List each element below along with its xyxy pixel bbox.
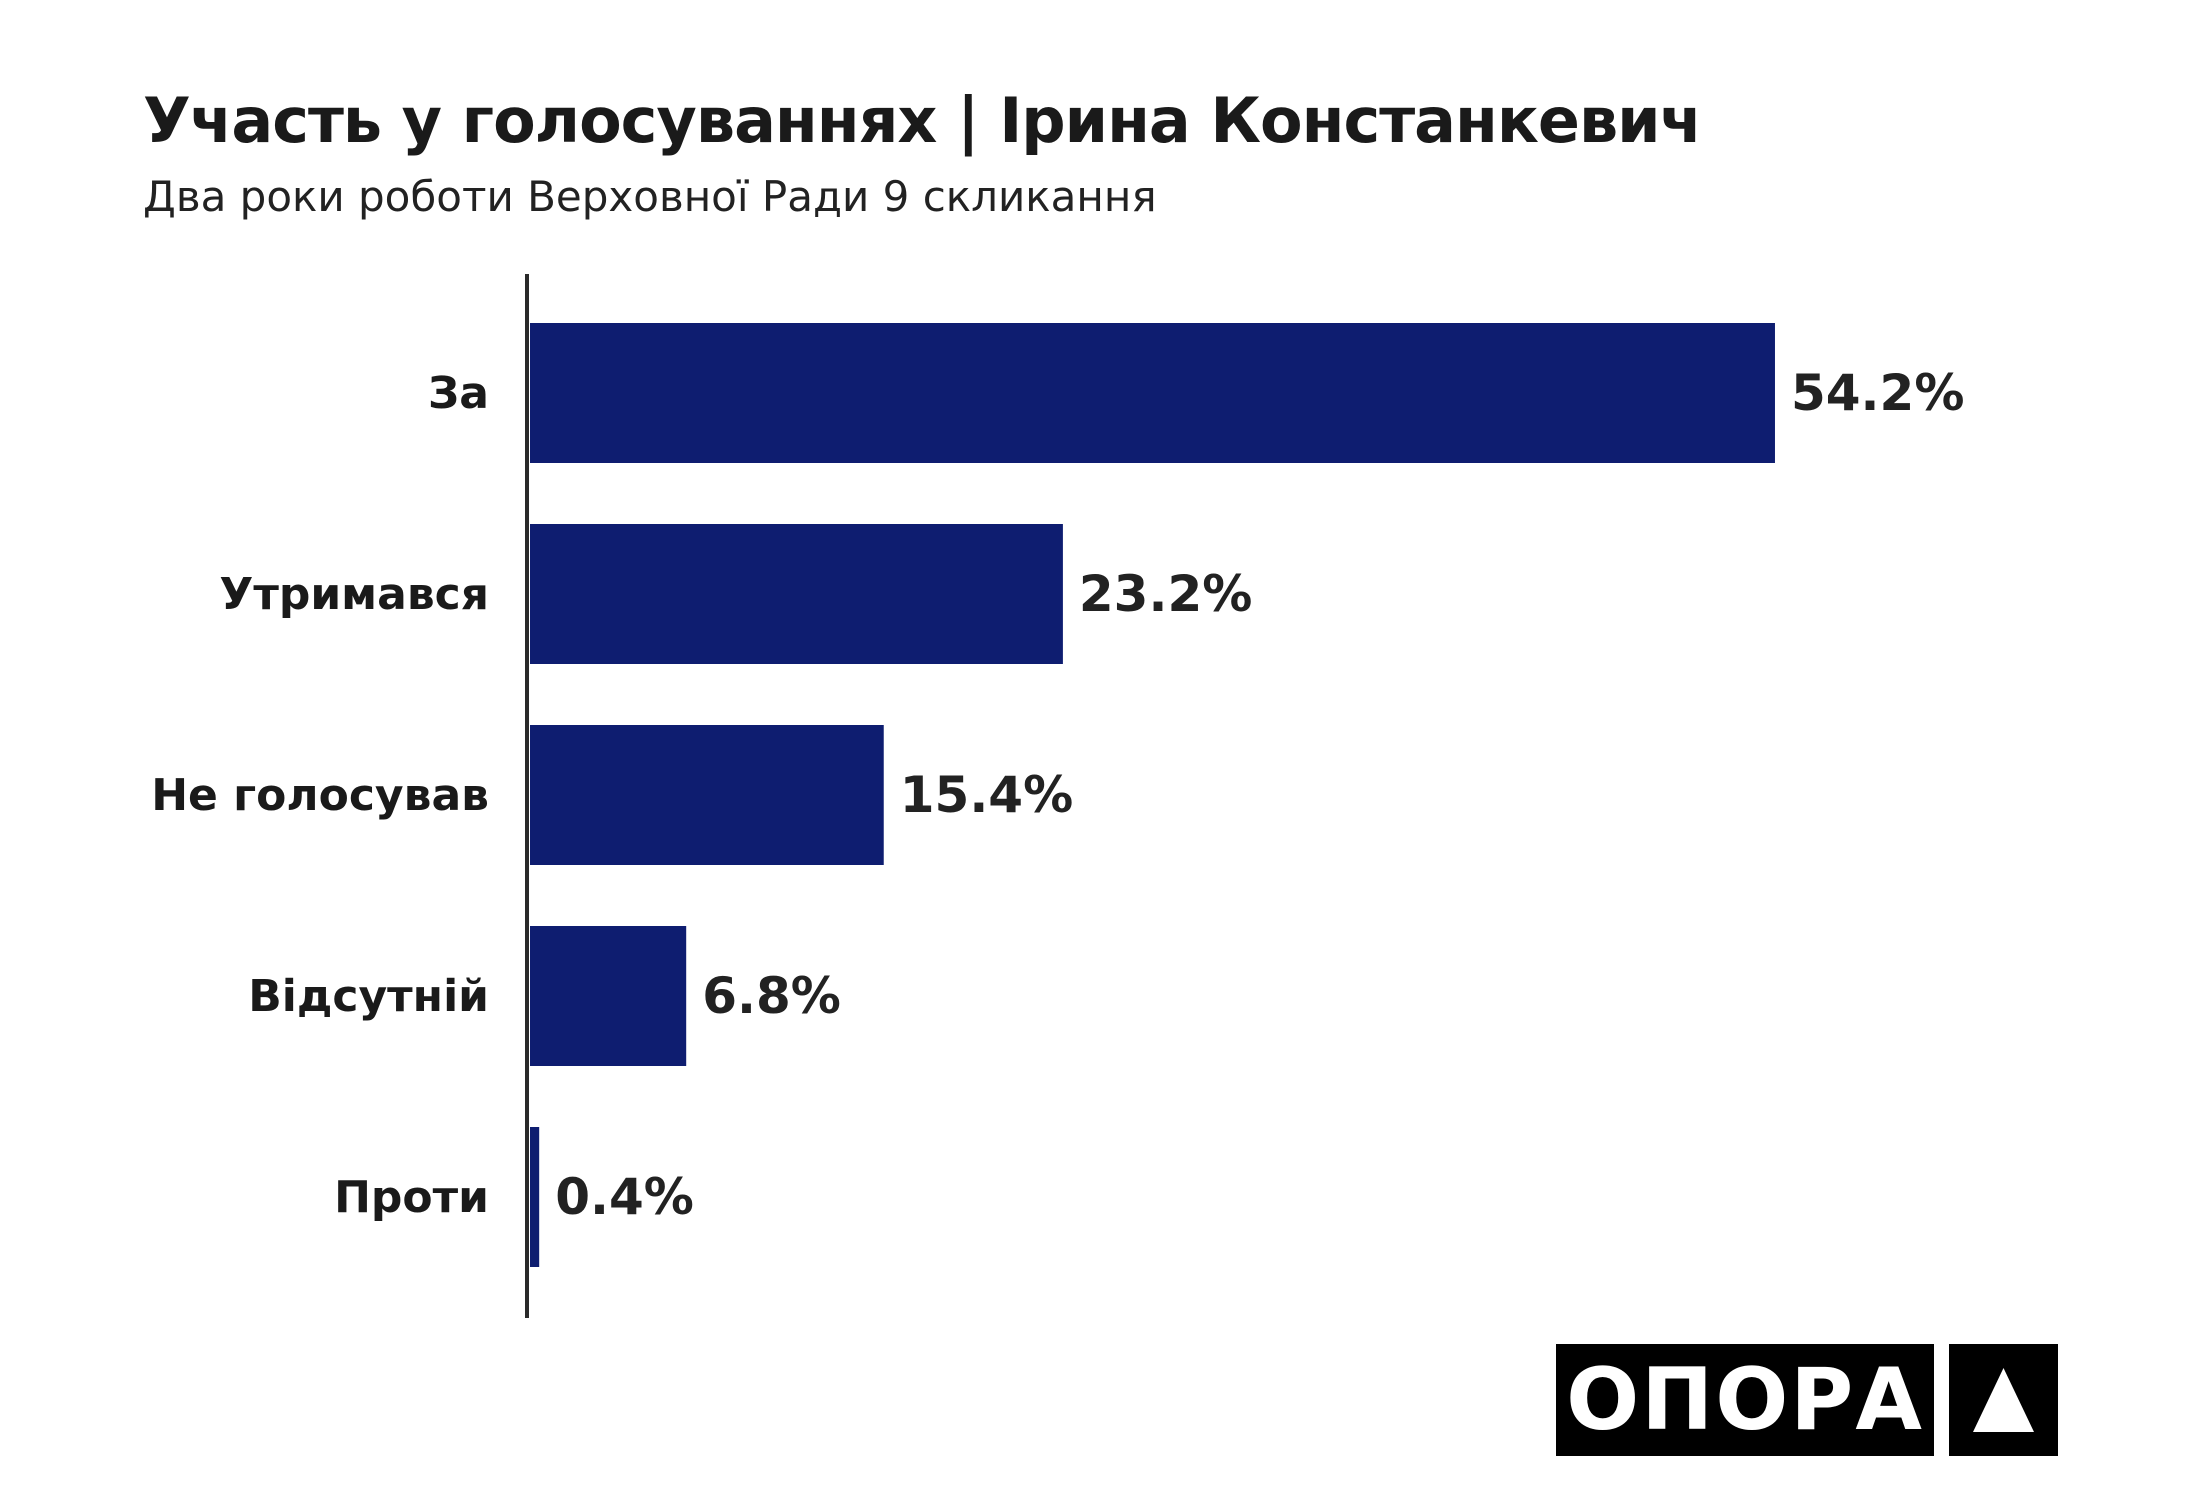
chart-subtitle: Два роки роботи Верховної Ради 9 скликан… — [143, 172, 1157, 221]
category-label: Утримався — [219, 569, 489, 620]
category-label: За — [428, 368, 489, 419]
value-label: 0.4% — [555, 1168, 694, 1226]
value-label: 15.4% — [900, 766, 1073, 824]
opora-logo: ОПОРА — [1556, 1344, 1934, 1456]
value-label: 54.2% — [1791, 364, 1964, 422]
value-label: 6.8% — [702, 967, 841, 1025]
triangle-icon — [1949, 1344, 2058, 1456]
bar — [530, 926, 687, 1066]
category-label: Не голосував — [151, 770, 489, 821]
chart-title: Участь у голосуваннях | Ірина Констанкев… — [143, 84, 1702, 157]
value-label: 23.2% — [1079, 565, 1252, 623]
bar — [530, 1127, 540, 1267]
category-label: Проти — [334, 1172, 489, 1223]
bar — [530, 725, 884, 865]
bar — [530, 524, 1063, 664]
bar — [530, 323, 1775, 463]
category-label: Відсутній — [248, 971, 489, 1022]
